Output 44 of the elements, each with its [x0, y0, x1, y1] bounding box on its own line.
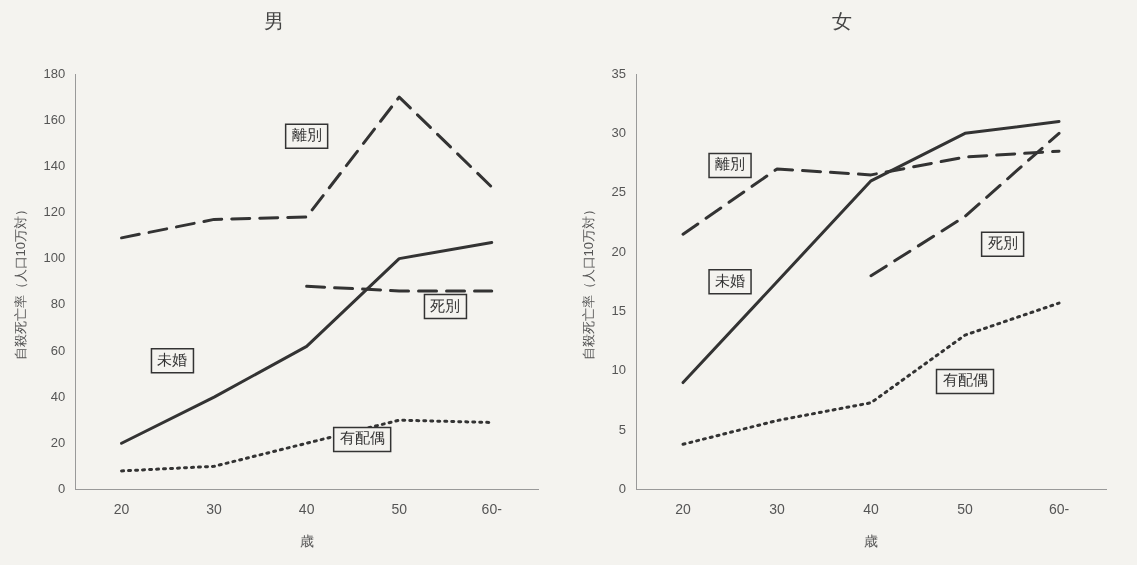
y-tick-label: 40 — [50, 388, 66, 404]
y-tick-label: 35 — [611, 65, 627, 81]
y-tick-label: 160 — [43, 111, 66, 127]
x-tick-label: 40 — [298, 500, 315, 517]
x-tick-label: 30 — [206, 500, 223, 517]
x-tick-label: 20 — [675, 500, 692, 517]
y-tick-label: 80 — [50, 296, 66, 312]
text: 離別 — [291, 126, 322, 145]
y-tick-label: 20 — [611, 243, 627, 259]
y-tick-label: 120 — [43, 204, 66, 220]
y-tick-label: 180 — [43, 65, 66, 81]
series-label: 未婚 — [715, 271, 746, 290]
text: 未婚 — [157, 350, 188, 369]
y-tick-label: 15 — [611, 302, 627, 318]
x-tick-label: 50 — [957, 500, 974, 517]
x-axis-title: 歳 — [299, 533, 314, 550]
y-tick-label: 20 — [50, 434, 66, 450]
y-tick-label: 140 — [43, 157, 66, 173]
y-tick-label: 60 — [50, 342, 66, 358]
chart-title: 女 — [832, 9, 852, 32]
y-tick-label: 100 — [43, 250, 66, 266]
y-tick-label: 10 — [611, 362, 627, 378]
series-label: 離別 — [715, 155, 746, 174]
y-tick-label: 0 — [618, 480, 627, 496]
x-axis-title: 歳 — [864, 533, 879, 550]
series-label: 有配偶 — [942, 371, 988, 390]
y-tick-label: 5 — [618, 421, 627, 437]
y-tick-label: 30 — [611, 124, 627, 140]
series-label: 死別 — [430, 296, 461, 315]
y-axis-title: 自殺死亡率（人口10万対） — [581, 202, 597, 361]
series-label: 死別 — [987, 234, 1018, 253]
series-label: 有配偶 — [339, 429, 385, 448]
line-series — [681, 301, 1061, 446]
y-tick-label: 0 — [58, 480, 66, 496]
x-tick-label: 40 — [863, 500, 880, 517]
x-tick-label: 50 — [391, 500, 408, 517]
y-axis-title: 自殺死亡率（人口10万対） — [13, 202, 29, 361]
x-tick-label: 20 — [113, 500, 130, 517]
x-tick-label: 30 — [769, 500, 786, 517]
x-tick-label: 60- — [1048, 500, 1070, 517]
x-tick-label: 60- — [481, 500, 503, 517]
chart-title: 男 — [264, 9, 284, 32]
line-series — [120, 95, 494, 240]
y-tick-label: 25 — [611, 184, 627, 200]
